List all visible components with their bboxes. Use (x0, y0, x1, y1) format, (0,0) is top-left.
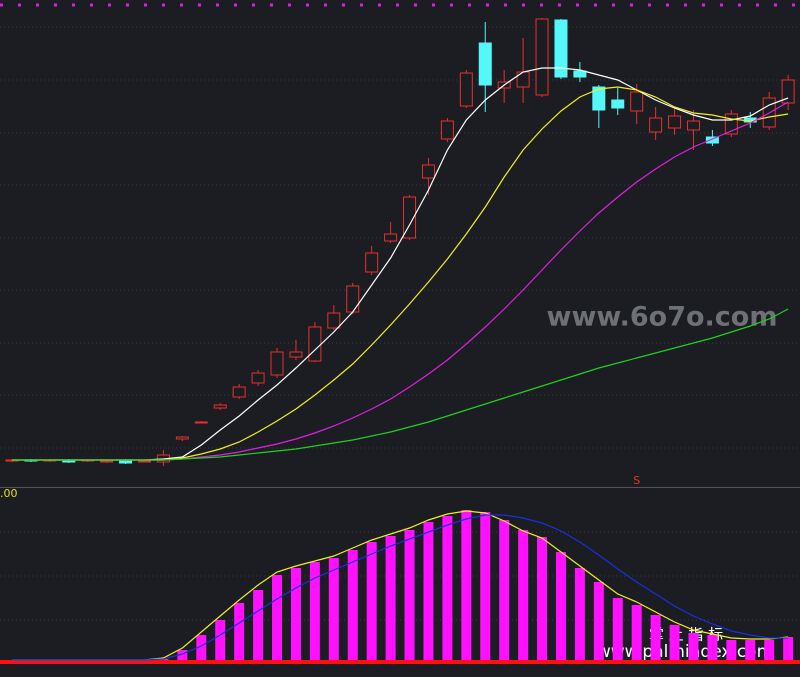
bar (726, 640, 737, 662)
candle-body (668, 115, 682, 129)
bar (461, 510, 472, 662)
bar (480, 512, 491, 662)
candle-body (100, 460, 114, 463)
bar (366, 542, 377, 662)
bar (669, 625, 680, 662)
candle-body (308, 326, 322, 362)
bar (423, 522, 434, 662)
bar (555, 552, 566, 662)
candle-body (592, 86, 606, 111)
bar (612, 598, 623, 662)
indicator-label: .00 (0, 487, 18, 500)
bar (745, 640, 756, 662)
bar (177, 650, 188, 662)
bar (328, 558, 339, 662)
bar (309, 562, 320, 662)
candle-body (365, 252, 379, 273)
candle-body (478, 42, 492, 86)
candle-body (459, 72, 473, 107)
bar (537, 537, 548, 662)
bar (196, 635, 207, 662)
bar (253, 590, 264, 662)
candle-body (175, 436, 189, 440)
bar (688, 633, 699, 662)
candle-body (138, 460, 152, 463)
bar (234, 603, 245, 662)
candle-body (686, 120, 700, 131)
candle-body (554, 19, 568, 78)
plot: S (0, 18, 800, 664)
bar (499, 520, 510, 662)
candle-body (270, 351, 284, 376)
candle-body (251, 372, 265, 384)
bar (574, 568, 585, 662)
bar (215, 620, 226, 662)
bar (707, 635, 718, 662)
candle-body (194, 421, 208, 424)
bar (764, 640, 775, 662)
series-line (12, 308, 789, 461)
bar (442, 516, 453, 662)
bar (783, 637, 794, 662)
candle-body (213, 404, 227, 409)
bar (518, 530, 529, 662)
candle-body (384, 233, 398, 242)
watermark: 掌 上 指 标 (649, 626, 723, 644)
watermark: www.6o7o.com (547, 302, 778, 333)
candle-body (705, 136, 719, 144)
bar (290, 568, 301, 662)
bar (650, 615, 661, 662)
candle-body (535, 18, 549, 96)
bar (272, 575, 283, 662)
candle-body (327, 312, 341, 329)
bar (631, 605, 642, 662)
candle-body (611, 99, 625, 109)
candle-body (403, 196, 417, 239)
candle-body (440, 120, 454, 140)
bar (385, 536, 396, 662)
bar (347, 550, 358, 662)
bar (404, 530, 415, 662)
candle-body (573, 70, 587, 78)
bar (593, 582, 604, 662)
candle-body (630, 91, 644, 112)
candle-body (649, 117, 663, 133)
series-line (12, 514, 789, 661)
candle-body (232, 386, 246, 398)
signal-label: S (633, 474, 640, 487)
candle-body (421, 164, 435, 179)
candle-body (289, 351, 303, 358)
candle-body (346, 285, 360, 313)
candle-body (781, 79, 795, 104)
